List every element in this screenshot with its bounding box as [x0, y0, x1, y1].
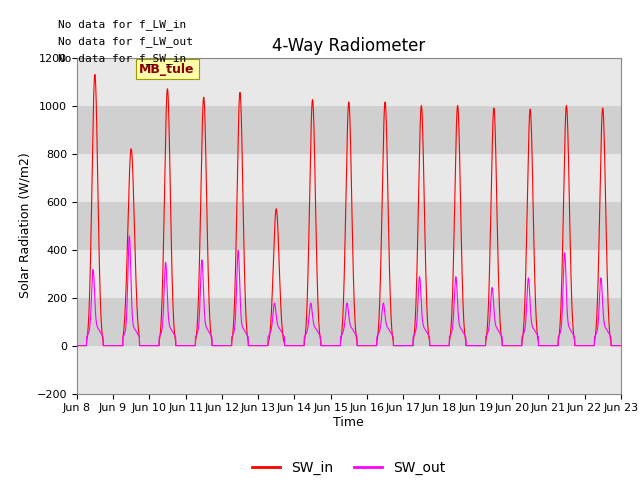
Bar — [77, 202, 621, 250]
Text: No data for f_SW_in: No data for f_SW_in — [58, 53, 186, 64]
X-axis label: Time: Time — [333, 416, 364, 429]
Title: 4-Way Radiometer: 4-Way Radiometer — [272, 36, 426, 55]
Legend: SW_in, SW_out: SW_in, SW_out — [247, 456, 451, 480]
Text: MB_tule: MB_tule — [140, 63, 195, 76]
Text: No data for f_LW_out: No data for f_LW_out — [58, 36, 193, 47]
Bar — [77, 346, 621, 394]
Bar — [77, 250, 621, 298]
Text: No data for f_LW_in: No data for f_LW_in — [58, 19, 186, 30]
Bar — [77, 298, 621, 346]
Bar — [77, 154, 621, 202]
Bar — [77, 58, 621, 106]
Y-axis label: Solar Radiation (W/m2): Solar Radiation (W/m2) — [18, 153, 31, 299]
Bar — [77, 106, 621, 154]
